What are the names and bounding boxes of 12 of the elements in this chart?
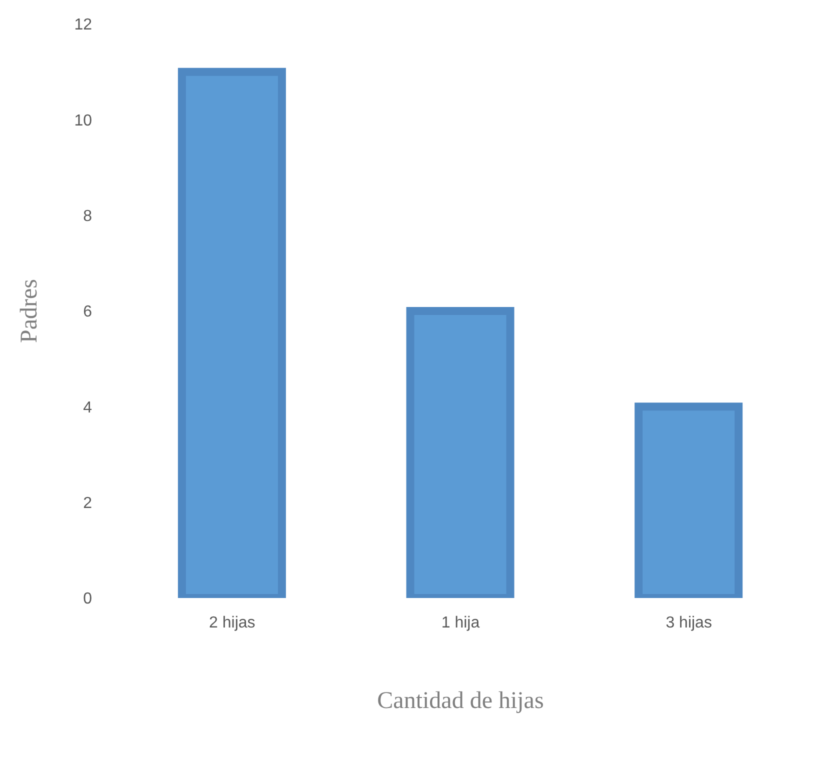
- y-tick-label: 4: [83, 399, 92, 416]
- x-axis-title: Cantidad de hijas: [377, 688, 544, 714]
- x-tick-label: 3 hijas: [666, 614, 712, 632]
- y-tick-label: 8: [83, 208, 92, 226]
- x-tick-label: 1 hija: [441, 614, 480, 632]
- y-tick-label: 0: [83, 590, 92, 608]
- y-tick-label: 12: [74, 16, 92, 34]
- y-axis-title: Padres: [16, 279, 43, 343]
- y-tick-label: 2: [83, 495, 92, 512]
- y-tick-label: 10: [74, 112, 92, 130]
- y-tick-label: 6: [83, 304, 92, 321]
- x-tick-label: 2 hijas: [209, 614, 256, 632]
